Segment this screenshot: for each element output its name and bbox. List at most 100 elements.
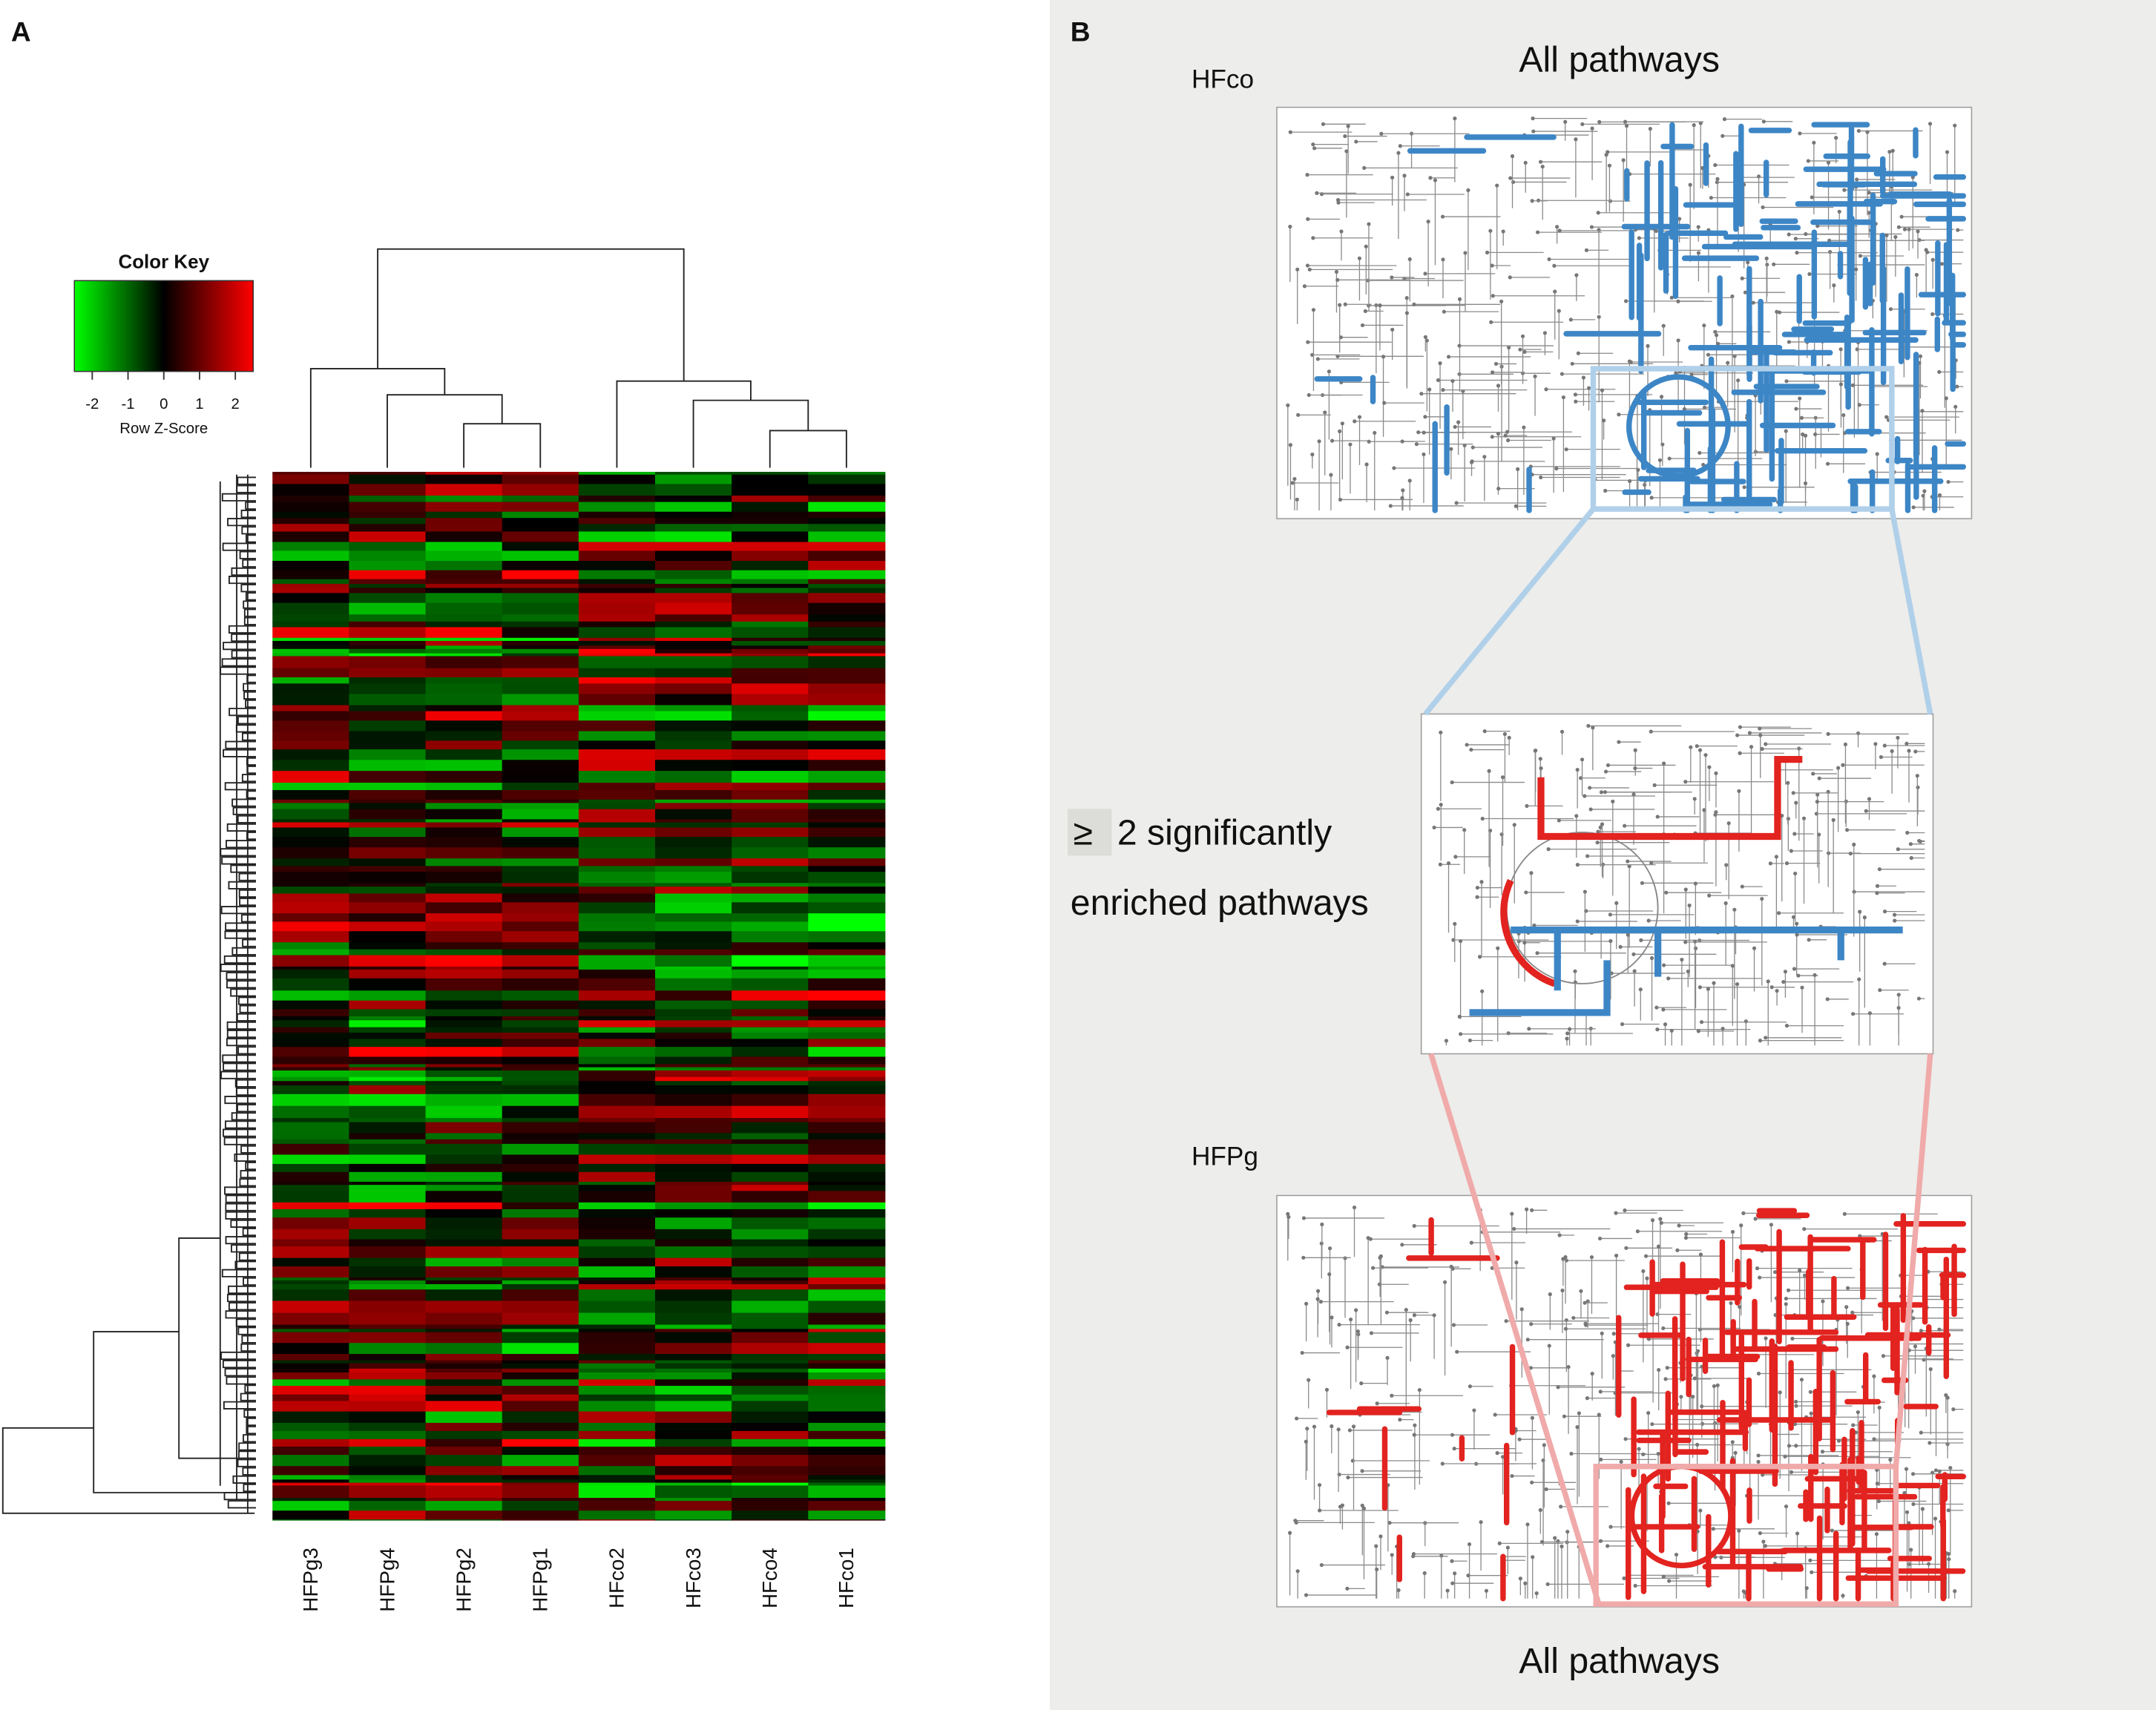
heatmap-cell xyxy=(655,683,733,694)
pathway-node xyxy=(1469,1240,1473,1245)
heatmap-cell xyxy=(502,740,579,750)
pathway-node xyxy=(1713,162,1718,168)
heatmap-cell xyxy=(732,760,809,772)
pathway-node xyxy=(1559,1505,1563,1509)
pathway-node xyxy=(1441,388,1445,392)
heatmap-cell xyxy=(349,1064,427,1068)
pathway-node xyxy=(1807,938,1811,942)
heatmap-cell xyxy=(578,866,656,872)
heatmap-cell xyxy=(808,1283,886,1290)
heatmap-cell xyxy=(349,645,427,650)
heatmap-cell xyxy=(349,588,427,593)
heatmap-cell xyxy=(272,1501,350,1511)
pathway-node xyxy=(1337,1472,1341,1477)
heatmap-cell xyxy=(732,668,809,678)
heatmap-cell xyxy=(808,1143,886,1155)
heatmap-cell xyxy=(578,1171,656,1183)
pathway-node xyxy=(1568,318,1573,322)
heatmap-cell xyxy=(808,621,886,628)
pathway-node xyxy=(1648,127,1652,131)
heatmap-cell xyxy=(808,931,886,943)
heatmap-cell xyxy=(425,484,503,496)
pathway-node xyxy=(1345,1345,1350,1349)
heatmap-cell xyxy=(732,822,809,829)
heatmap-cell xyxy=(808,711,886,721)
pathway-node xyxy=(1560,372,1565,376)
pathway-node xyxy=(1837,209,1841,214)
pathway-node xyxy=(1723,901,1728,906)
pathway-node xyxy=(1939,262,1945,266)
heatmap-cell xyxy=(732,1064,809,1068)
heatmap-cell xyxy=(578,799,656,803)
heatmap-cell xyxy=(732,1257,809,1267)
pathway-node xyxy=(1656,1451,1660,1456)
pathway-node xyxy=(1758,1275,1762,1280)
pathway-node xyxy=(1638,987,1643,992)
pathway-node xyxy=(1649,861,1654,865)
pathway-node xyxy=(1652,783,1657,787)
heatmap-cell xyxy=(578,1363,656,1369)
pathway-node xyxy=(1769,1223,1773,1227)
heatmap-cell xyxy=(349,1300,427,1314)
heatmap-cell xyxy=(578,502,656,513)
heatmap-cell xyxy=(655,1324,733,1329)
heatmap-cell xyxy=(425,1466,503,1476)
pathway-node xyxy=(1318,1508,1322,1513)
heatmap-cell xyxy=(349,921,427,932)
pathway-node xyxy=(1378,303,1382,308)
pathway-node xyxy=(1583,794,1587,798)
heatmap-cell xyxy=(655,990,733,1002)
heatmap-cell xyxy=(808,1501,886,1511)
heatmap-cell xyxy=(655,531,733,543)
heatmap-cell xyxy=(349,803,427,810)
color-key-title: Color Key xyxy=(118,251,209,273)
heatmap-cell xyxy=(808,1430,886,1440)
heatmap-cell xyxy=(578,819,656,823)
heatmap-cell xyxy=(425,1154,503,1165)
heatmap-cell xyxy=(732,1430,809,1440)
pathway-node xyxy=(1343,134,1347,139)
heatmap-cell xyxy=(732,648,809,654)
heatmap-cell xyxy=(349,637,427,642)
heatmap-cell xyxy=(425,809,503,820)
pathway-node xyxy=(1551,436,1556,441)
heatmap-cell xyxy=(425,1379,503,1387)
heatmap-cell xyxy=(425,1485,503,1499)
heatmap-cell xyxy=(732,1277,809,1281)
pathway-node xyxy=(1720,1026,1725,1031)
pathway-node xyxy=(1304,1301,1309,1306)
heatmap-cell xyxy=(655,621,733,628)
heatmap-cell xyxy=(808,883,886,887)
heatmap-cell xyxy=(502,1519,579,1521)
heatmap-cell xyxy=(655,1122,733,1134)
pathway-node xyxy=(1623,299,1628,303)
heatmap-cell xyxy=(272,1105,350,1119)
heatmap-cell xyxy=(808,1020,886,1028)
pathway-node xyxy=(1412,1223,1416,1229)
pathway-node xyxy=(1505,1545,1510,1550)
heatmap-cell xyxy=(272,502,350,513)
pathway-node xyxy=(1561,395,1566,400)
heatmap-cell xyxy=(808,1422,886,1432)
heatmap-cell xyxy=(808,1181,886,1186)
pathway-node xyxy=(1367,439,1371,444)
pathway-node xyxy=(1407,257,1412,261)
heatmap-cell xyxy=(272,1154,350,1165)
dendrogram-branch xyxy=(226,1038,257,1047)
pathway-node xyxy=(1855,177,1859,182)
heatmap-cell xyxy=(349,1016,427,1021)
pathway-node xyxy=(1335,277,1340,282)
heatmap-cell xyxy=(349,1280,427,1285)
heatmap-cell xyxy=(502,969,579,979)
pathway-node xyxy=(1440,214,1445,219)
heatmap-cell xyxy=(502,1394,579,1401)
heatmap-cell xyxy=(808,474,886,484)
heatmap-cell xyxy=(808,978,886,991)
pathway-node xyxy=(1563,1254,1568,1260)
dendrogram-branch xyxy=(223,1137,257,1145)
pathway-node xyxy=(1784,1024,1789,1028)
heatmap-cell xyxy=(502,1191,579,1203)
heatmap-cell xyxy=(349,966,427,970)
pathway-node xyxy=(1772,262,1776,266)
heatmap-cell xyxy=(425,1185,503,1191)
